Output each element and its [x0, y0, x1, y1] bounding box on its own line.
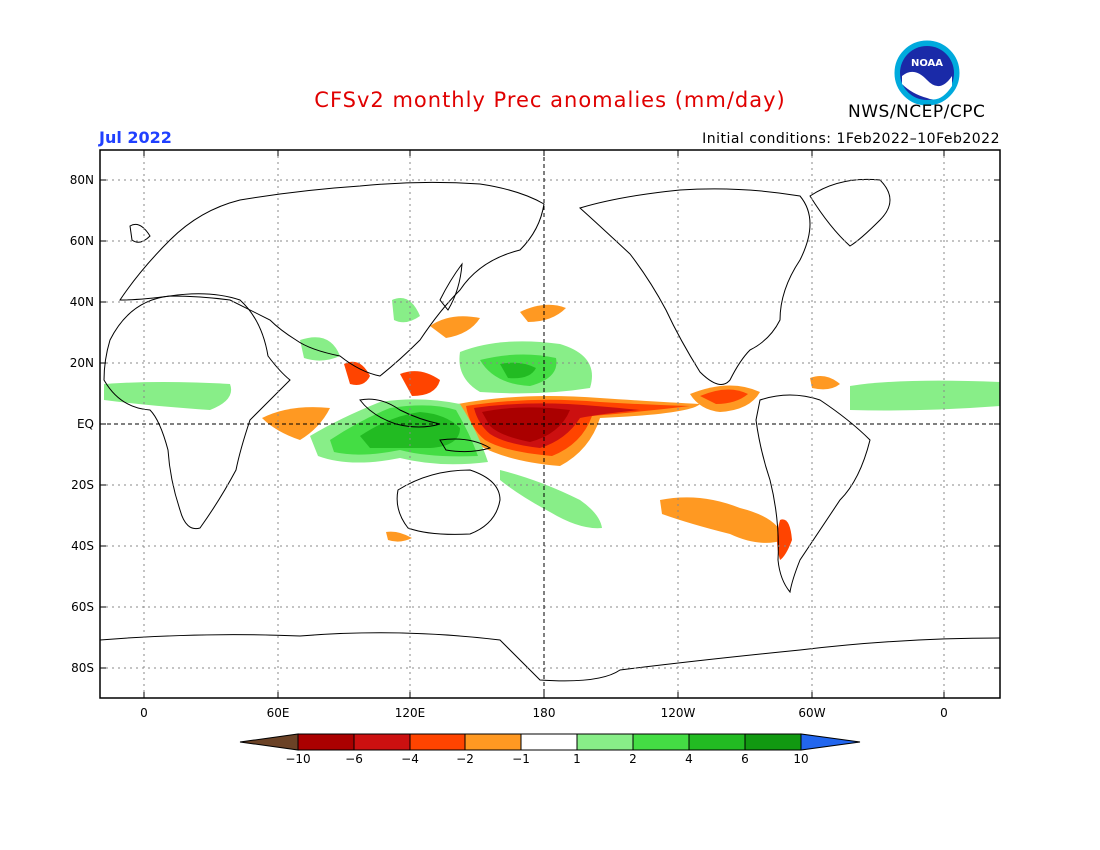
lon-label: 120E [395, 706, 426, 720]
colorbar-label: −4 [401, 752, 419, 766]
lat-label: 40N [70, 295, 94, 309]
colorbar-swatch [744, 733, 802, 751]
lat-label: 20N [70, 356, 94, 370]
longitude-labels: 0 60E 120E 180 120W 60W 0 [140, 706, 948, 720]
colorbar-label: −6 [345, 752, 363, 766]
colorbar-swatch [464, 733, 522, 751]
lon-label: 120W [661, 706, 696, 720]
lon-label: 60E [267, 706, 290, 720]
initial-conditions: Initial conditions: 1Feb2022–10Feb2022 [702, 131, 1000, 147]
colorbar-swatch [297, 733, 355, 751]
graticule [100, 150, 1000, 698]
colorbar-label: 4 [685, 752, 693, 766]
colorbar-arrow-low [239, 733, 299, 751]
colorbar-swatch [409, 733, 466, 751]
map-title: CFSv2 monthly Prec anomalies (mm/day) [314, 88, 786, 112]
lat-label: 40S [71, 539, 94, 553]
colorbar-label: −10 [285, 752, 310, 766]
lon-label: 180 [533, 706, 556, 720]
colorbar-swatch [688, 733, 746, 751]
colorbar-label: 6 [741, 752, 749, 766]
lon-label: 60W [798, 706, 825, 720]
agency-label: NWS/NCEP/CPC [848, 102, 986, 122]
lat-label: EQ [77, 417, 94, 431]
colorbar-arrow-high [800, 733, 861, 751]
colorbar: −10 −6 −4 −2 −1 1 2 4 6 10 [239, 733, 861, 766]
colorbar-label: 1 [573, 752, 581, 766]
anomaly-fields [104, 298, 1000, 560]
lat-label: 80N [70, 173, 94, 187]
lon-label: 0 [140, 706, 148, 720]
noaa-logo-icon: NOAA [894, 40, 960, 106]
axis-ticks [100, 150, 1000, 698]
lat-label: 60N [70, 234, 94, 248]
lat-label: 60S [71, 600, 94, 614]
colorbar-label: 2 [629, 752, 637, 766]
lat-label: 80S [71, 661, 94, 675]
colorbar-label: −2 [456, 752, 474, 766]
colorbar-swatch [576, 733, 634, 751]
colorbar-swatch [353, 733, 411, 751]
colorbar-label: 10 [793, 752, 808, 766]
latitude-labels: 80N 60N 40N 20N EQ 20S 40S 60S 80S [70, 173, 94, 675]
colorbar-label: −1 [512, 752, 530, 766]
colorbar-swatch [520, 733, 578, 751]
forecast-month: Jul 2022 [99, 128, 172, 147]
colorbar-swatch [632, 733, 690, 751]
logo-text: NOAA [911, 58, 943, 69]
lon-label: 0 [940, 706, 948, 720]
lat-label: 20S [71, 478, 94, 492]
